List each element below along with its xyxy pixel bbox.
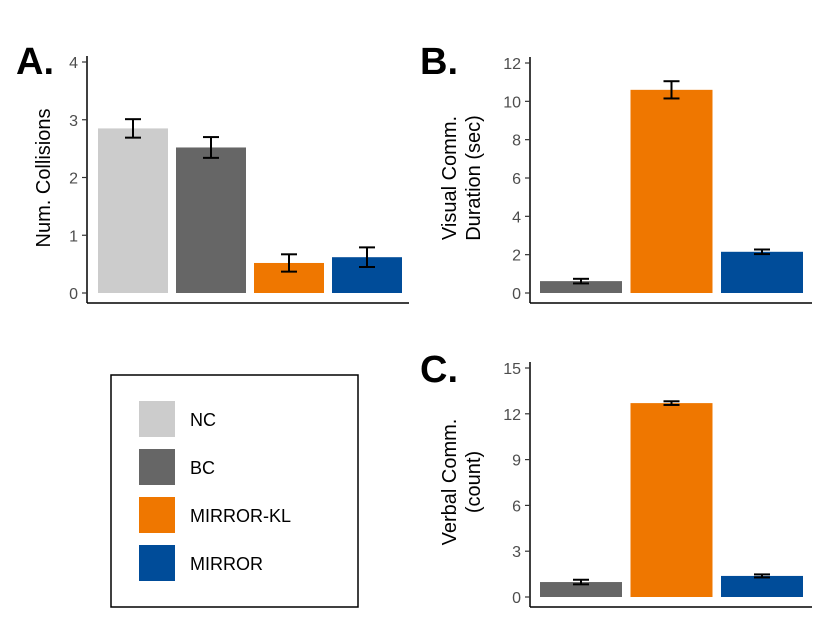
panel-a: A. Num. Collisions 0 1 2 3 4 — [16, 41, 409, 304]
panel-c-y-tick-label: 12 — [503, 407, 521, 424]
legend-label-mirror-kl: MIRROR-KL — [190, 506, 291, 526]
panel-c-y-axis-label-line1: Verbal Comm. — [439, 419, 461, 546]
panel-a-error-bar-bc — [203, 136, 219, 159]
panel-b-y-axis-label-line2: Duration (sec) — [463, 115, 485, 241]
legend: NC BC MIRROR-KL MIRROR — [110, 374, 359, 608]
panel-c-y-tick-label: 6 — [512, 498, 521, 515]
panel-a-y-tick-label: 4 — [69, 55, 78, 72]
panel-b-y-tick-label: 0 — [512, 286, 521, 303]
panel-b-bar-bc — [540, 281, 622, 293]
panel-c-y-axis-label-line2: (count) — [463, 451, 485, 513]
panel-c-y-tick-label: 15 — [503, 361, 521, 378]
panel-c-error-bar-mirror-kl — [663, 400, 680, 406]
panel-b: B. Visual Comm. Duration (sec) 0 2 4 6 8 10 12 — [420, 41, 812, 304]
panel-a-y-axis-label: Num. Collisions — [33, 109, 55, 248]
legend-swatch-mirror-kl — [139, 497, 175, 533]
legend-label-bc: BC — [190, 458, 215, 478]
panel-a-error-bar-mirror-kl — [281, 253, 297, 273]
panel-b-y-tick-label: 10 — [503, 94, 521, 111]
panel-c-bar-mirror — [721, 575, 803, 597]
panel-a-error-bar-mirror — [359, 246, 375, 269]
panel-b-error-bar-bc — [573, 277, 589, 285]
panel-b-y-tick-label: 8 — [512, 133, 521, 150]
panel-c-y-tick-label: 9 — [512, 453, 521, 470]
panel-b-error-bar-mirror — [754, 248, 770, 256]
panel-b-y-tick-label: 2 — [512, 248, 521, 265]
panel-a-y-tick-label: 1 — [69, 228, 78, 245]
panel-b-y-tick-label: 12 — [503, 56, 521, 73]
panel-c-y-tick-label: 0 — [512, 590, 521, 607]
legend-swatch-nc — [139, 401, 175, 437]
panel-a-y-tick-label: 0 — [69, 286, 78, 303]
panel-a-bar-nc — [98, 128, 168, 293]
panel-a-bar-bc — [176, 147, 246, 293]
panel-c-bar-mirror-kl — [630, 403, 713, 597]
panel-c-error-bar-mirror — [754, 573, 770, 579]
panel-a-y-tick-label: 2 — [69, 171, 78, 188]
panel-b-y-axis-label-line1: Visual Comm. — [439, 116, 461, 240]
legend-swatch-bc — [139, 449, 175, 485]
panel-c-label: C. — [420, 349, 458, 391]
panel-a-label: A. — [16, 41, 54, 83]
panel-c-bar-bc — [540, 582, 622, 597]
panel-b-y-tick-label: 4 — [512, 209, 521, 226]
panel-b-error-bar-mirror-kl — [663, 80, 680, 100]
legend-label-mirror: MIRROR — [190, 554, 263, 574]
legend-swatch-mirror — [139, 545, 175, 581]
panel-c-error-bar-bc — [573, 578, 589, 586]
panel-b-y-tick-label: 6 — [512, 171, 521, 188]
panel-c-y-tick-label: 3 — [512, 544, 521, 561]
panel-a-y-tick-label: 3 — [69, 113, 78, 130]
panel-c: C. Verbal Comm. (count) 0 3 6 9 12 15 — [420, 349, 812, 608]
panel-b-label: B. — [420, 41, 458, 83]
panel-b-bar-mirror — [721, 251, 803, 293]
legend-label-nc: NC — [190, 410, 216, 430]
legend-box — [110, 374, 359, 608]
panel-b-bar-mirror-kl — [630, 89, 713, 293]
panel-a-error-bar-nc — [125, 118, 141, 139]
